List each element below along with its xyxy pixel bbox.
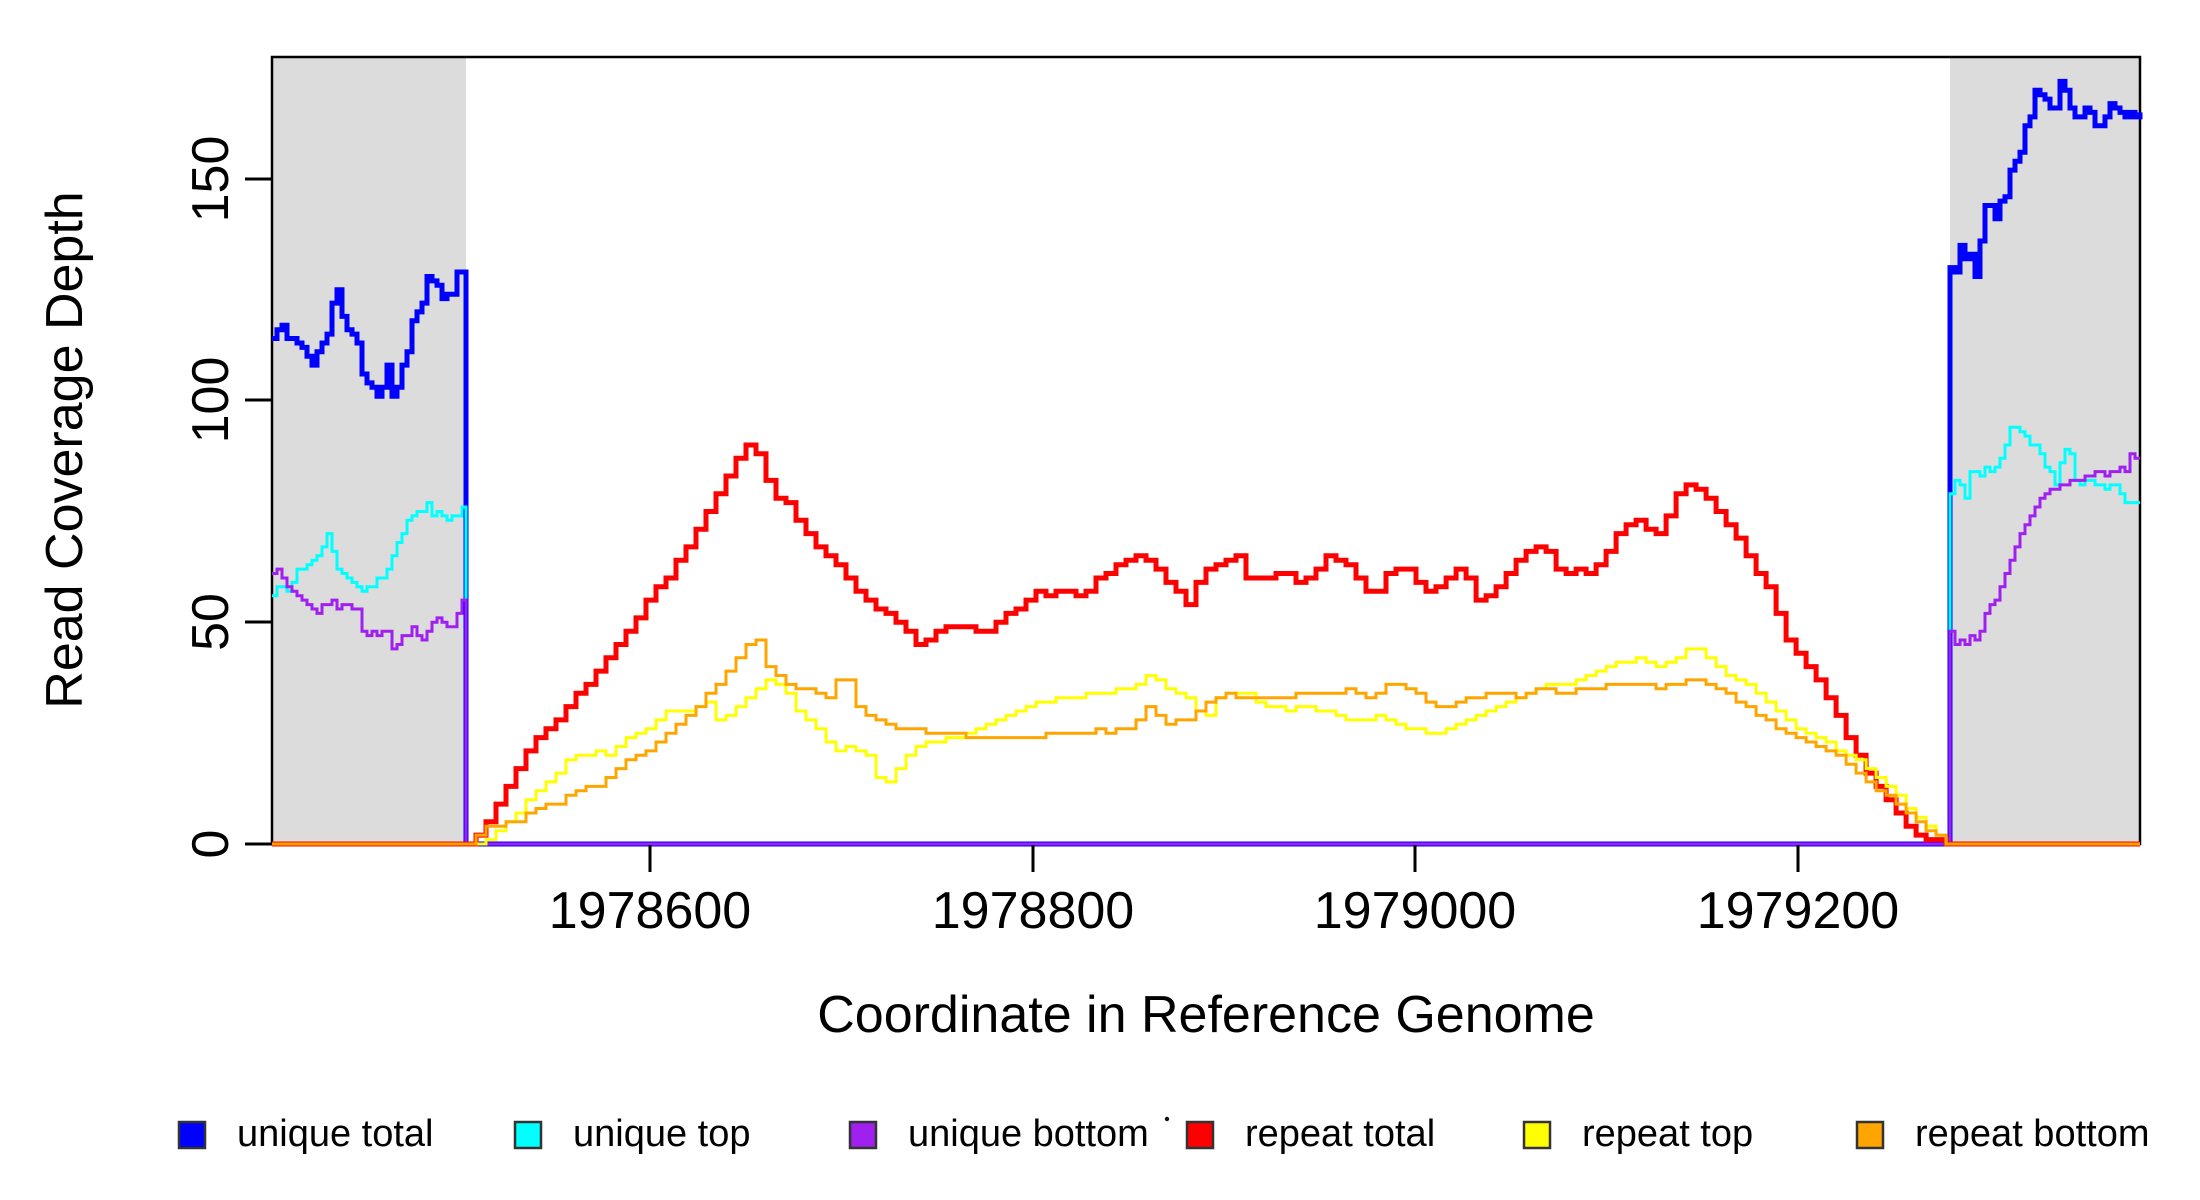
y-axis [245,177,272,846]
y-tick-label: 100 [182,357,240,444]
legend-swatch-unique-total [177,1120,207,1150]
legend-swatch-repeat-top [1522,1120,1552,1150]
legend-swatch-unique-bottom [848,1120,878,1150]
x-axis-title: Coordinate in Reference Genome [817,986,1595,1044]
legend-label-repeat-bottom: repeat bottom [1915,1113,2149,1155]
series-layer [272,78,2143,847]
legend: unique total unique top unique bottom re… [177,1113,2149,1155]
y-tick-label: 150 [182,136,240,223]
legend-label-unique-total: unique total [237,1113,434,1155]
legend-label-unique-bottom: unique bottom [908,1113,1149,1155]
series-unique-bottom [272,452,2140,846]
series-repeat-top [272,647,2140,846]
series-repeat-bottom [272,638,2140,846]
x-axis [648,845,1800,872]
legend-swatch-unique-top [513,1120,543,1150]
shaded-region [1949,57,2140,844]
y-tick-label: 0 [182,830,240,859]
x-tick-label: 1978800 [932,882,1134,940]
legend-swatch-repeat-bottom [1855,1120,1885,1150]
series-unique-top [272,425,2140,846]
legend-label-repeat-top: repeat top [1582,1113,1753,1155]
y-tick-labels: 0 50 100 150 [182,136,240,859]
stray-point-dot [1164,1116,1170,1122]
x-tick-label: 1978600 [549,882,751,940]
x-tick-label: 1979000 [1314,882,1516,940]
y-axis-title: Read Coverage Depth [36,191,94,708]
shaded-regions [272,57,2140,844]
series-repeat-total [272,442,2140,847]
x-tick-labels: 1978600 1978800 1979000 1979200 [549,882,1899,940]
legend-label-unique-top: unique top [573,1113,751,1155]
y-tick-label: 50 [182,593,240,651]
x-tick-label: 1979200 [1697,882,1899,940]
shaded-region [272,57,467,844]
legend-swatch-repeat-total [1185,1120,1215,1150]
plot-box [270,55,2142,846]
legend-label-repeat-total: repeat total [1245,1113,1435,1155]
